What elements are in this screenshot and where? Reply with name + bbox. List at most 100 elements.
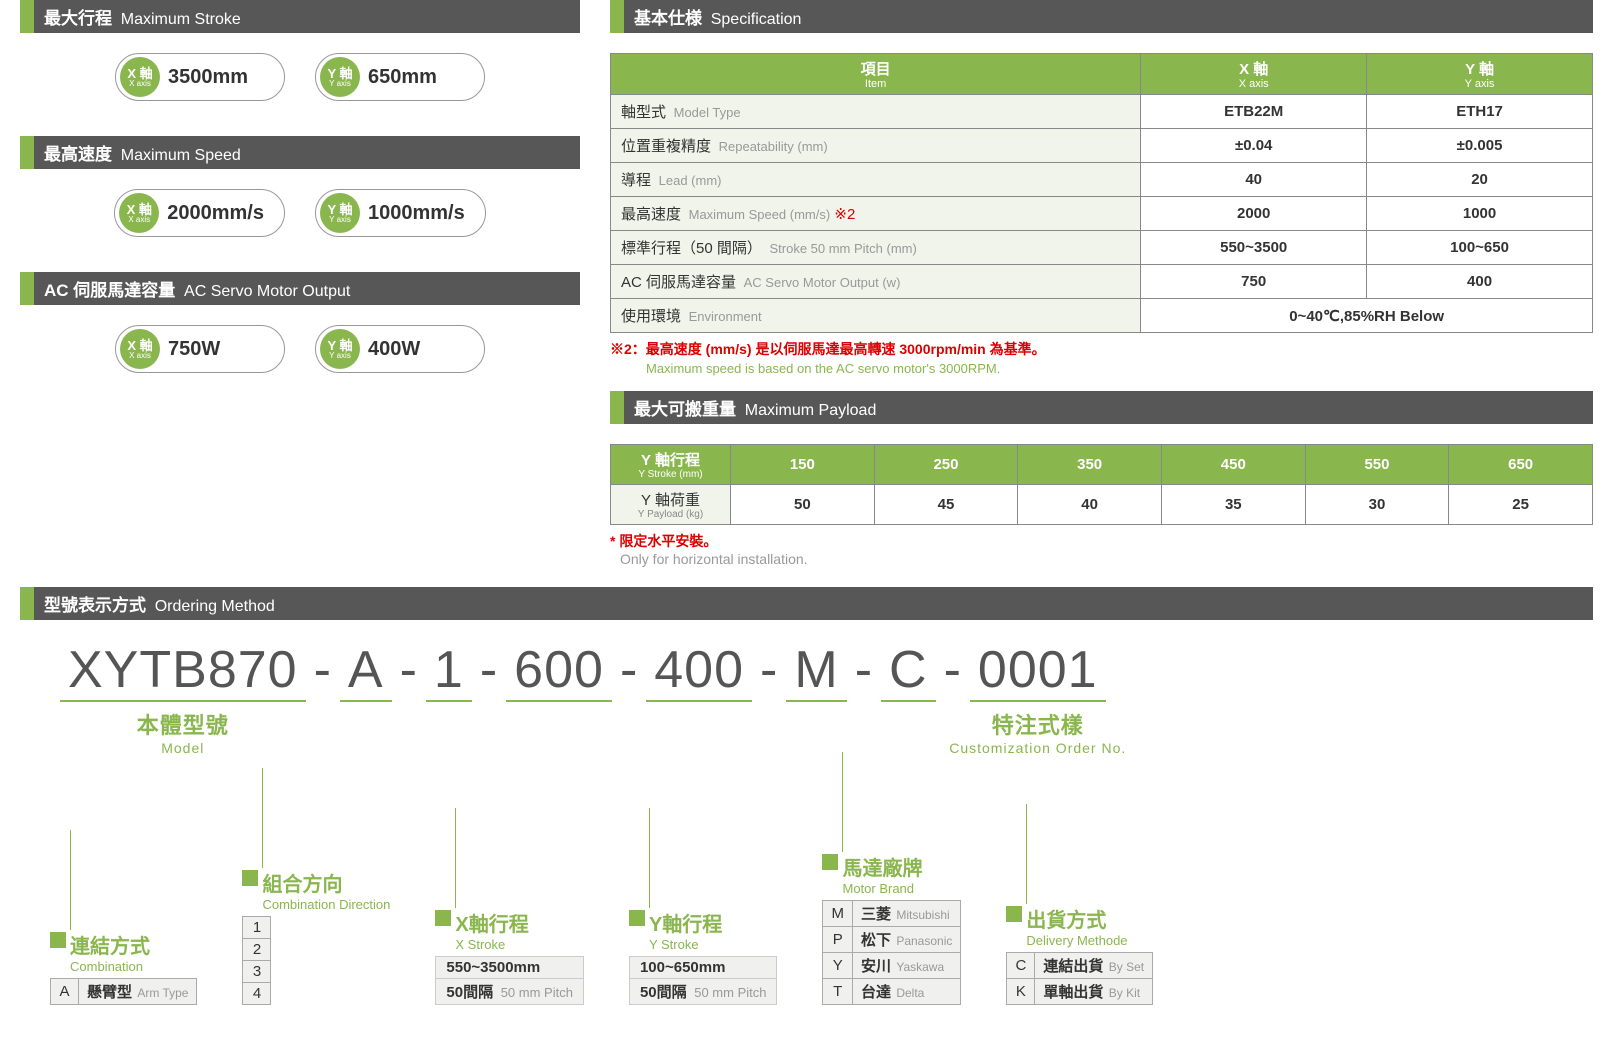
pill-value: 1000mm/s [364, 202, 485, 225]
ordering-code: XYTB870本體型號Model-A-1-600-400-M-C-0001特注式… [20, 640, 1593, 702]
spec-val-x: 40 [1141, 163, 1367, 197]
dash: - [314, 640, 332, 700]
dash: - [944, 640, 962, 700]
spec-val-x: 550~3500 [1141, 231, 1367, 265]
axis-badge-x: X 軸 X axis [120, 329, 160, 369]
legend-code: K [1007, 979, 1035, 1005]
axis-badge-y: Y 軸 Y axis [320, 57, 360, 97]
legend-stroke-pitch: 50間隔 50 mm Pitch [629, 979, 778, 1005]
payload-note-en: Only for horizontal installation. [610, 551, 1593, 567]
axis-badge-y: Y 軸 Y axis [320, 329, 360, 369]
label-cn: AC 伺服馬達容量 [44, 281, 175, 300]
payload-row2-head: Y 軸荷重Y Payload (kg) [611, 485, 731, 525]
legend-table: C連結出貨 By SetK單軸出貨 By Kit [1006, 952, 1153, 1005]
legend-code: 1 [243, 917, 271, 939]
section-ordering: 型號表示方式 Ordering Method [20, 587, 1593, 620]
axis-badge-x: X 軸 X axis [120, 57, 160, 97]
spec-val-x: 750 [1141, 265, 1367, 299]
col-y: Y 軸 Y axis [1367, 54, 1593, 95]
col-item: 項目 Item [611, 54, 1141, 95]
spec-val-y: 20 [1367, 163, 1593, 197]
label-cn: 最高速度 [44, 145, 112, 164]
dash: - [855, 640, 873, 700]
spec-val-y: ±0.005 [1367, 129, 1593, 163]
section-servo: AC 伺服馬達容量 AC Servo Motor Output [20, 272, 580, 305]
ordering-seg-1: A [340, 640, 392, 702]
section-max-stroke: 最大行程 Maximum Stroke [20, 0, 580, 33]
pill-stroke-y: Y 軸 Y axis 650mm [315, 53, 485, 101]
spec-row-label: 導程 Lead (mm) [611, 163, 1141, 197]
legend-title: X軸行程X Stroke [435, 908, 584, 952]
ordering-seg-2: 1 [426, 640, 472, 702]
dash: - [620, 640, 638, 700]
payload-col: 350 [1018, 445, 1162, 485]
legend-code: Y [823, 953, 853, 979]
legend-title: Y軸行程Y Stroke [629, 908, 778, 952]
label-en: Maximum Payload [745, 402, 877, 419]
custom-annot: 特注式樣Customization Order No. [949, 708, 1126, 756]
model-annot: 本體型號Model [137, 708, 229, 756]
payload-val: 30 [1305, 485, 1449, 525]
spec-val-merged: 0~40℃,85%RH Below [1141, 299, 1593, 333]
legend-block: 連結方式Combination A懸臂型 Arm Type [50, 930, 197, 1005]
payload-col: 450 [1161, 445, 1305, 485]
pill-value: 750W [164, 338, 240, 361]
col-x: X 軸 X axis [1141, 54, 1367, 95]
label-cn: 最大行程 [44, 9, 112, 28]
legend-stroke-pitch: 50間隔 50 mm Pitch [435, 979, 584, 1005]
legend-desc: 台達 Delta [852, 979, 960, 1005]
spec-val-y: 400 [1367, 265, 1593, 299]
spec-row-label: AC 伺服馬達容量 AC Servo Motor Output (w) [611, 265, 1141, 299]
legend-stroke-range: 100~650mm [629, 956, 778, 979]
ordering-seg-0: XYTB870本體型號Model [60, 640, 306, 702]
ordering-seg-5: M [786, 640, 846, 702]
axis-badge-x: X 軸 X axis [119, 193, 159, 233]
payload-col: 650 [1449, 445, 1593, 485]
legend-title: 出貨方式Delivery Methode [1006, 904, 1153, 948]
payload-val: 45 [874, 485, 1018, 525]
legend-desc: 連結出貨 By Set [1035, 953, 1153, 979]
payload-val: 35 [1161, 485, 1305, 525]
pill-servo-y: Y 軸 Y axis 400W [315, 325, 485, 373]
legend-block: 馬達廠牌Motor BrandM三菱 MitsubishiP松下 Panason… [822, 852, 961, 1005]
ordering-seg-4: 400 [646, 640, 752, 702]
section-max-speed: 最高速度 Maximum Speed [20, 136, 580, 169]
legend-table: M三菱 MitsubishiP松下 PanasonicY安川 YaskawaT台… [822, 900, 961, 1005]
ordering-seg-3: 600 [506, 640, 612, 702]
payload-table: Y 軸行程Y Stroke (mm)150250350450550650 Y 軸… [610, 444, 1593, 525]
legend-block: Y軸行程Y Stroke 100~650mm50間隔 50 mm Pitch [629, 908, 778, 1005]
legend-code: C [1007, 953, 1035, 979]
label-en: Specification [711, 11, 802, 28]
pill-servo-x: X 軸 X axis 750W [115, 325, 285, 373]
legend-title: 連結方式Combination [50, 930, 197, 974]
legend-code: M [823, 901, 853, 927]
legend-code: T [823, 979, 853, 1005]
legend-block: 組合方向Combination Direction1234 [242, 868, 390, 1005]
pill-speed-x: X 軸 X axis 2000mm/s [114, 189, 285, 237]
pill-value: 2000mm/s [163, 202, 284, 225]
spec-val-x: ±0.04 [1141, 129, 1367, 163]
legend-desc: 松下 Panasonic [852, 927, 960, 953]
spec-note: ※2：最高速度 (mm/s) 是以伺服馬達最高轉速 3000rpm/min 為基… [610, 339, 1593, 359]
spec-val-y: 1000 [1367, 197, 1593, 231]
legend-title: 馬達廠牌Motor Brand [822, 852, 961, 896]
label-en: AC Servo Motor Output [184, 283, 350, 300]
label-en: Maximum Speed [121, 147, 241, 164]
axis-badge-y: Y 軸 Y axis [320, 193, 360, 233]
payload-col: 550 [1305, 445, 1449, 485]
legend-desc: 懸臂型 Arm Type [79, 979, 197, 1005]
payload-val: 40 [1018, 485, 1162, 525]
legend-code: P [823, 927, 853, 953]
payload-val: 50 [731, 485, 875, 525]
pill-value: 650mm [364, 66, 457, 89]
pill-value: 400W [364, 338, 440, 361]
legend-code: A [51, 979, 79, 1005]
label-en: Maximum Stroke [121, 11, 241, 28]
ordering-seg-7: 0001特注式樣Customization Order No. [970, 640, 1106, 702]
dash: - [760, 640, 778, 700]
pill-stroke-x: X 軸 X axis 3500mm [115, 53, 285, 101]
spec-row-label: 標準行程（50 間隔） Stroke 50 mm Pitch (mm) [611, 231, 1141, 265]
legend-stroke-range: 550~3500mm [435, 956, 584, 979]
spec-val-x: 2000 [1141, 197, 1367, 231]
spec-val-x: ETB22M [1141, 95, 1367, 129]
